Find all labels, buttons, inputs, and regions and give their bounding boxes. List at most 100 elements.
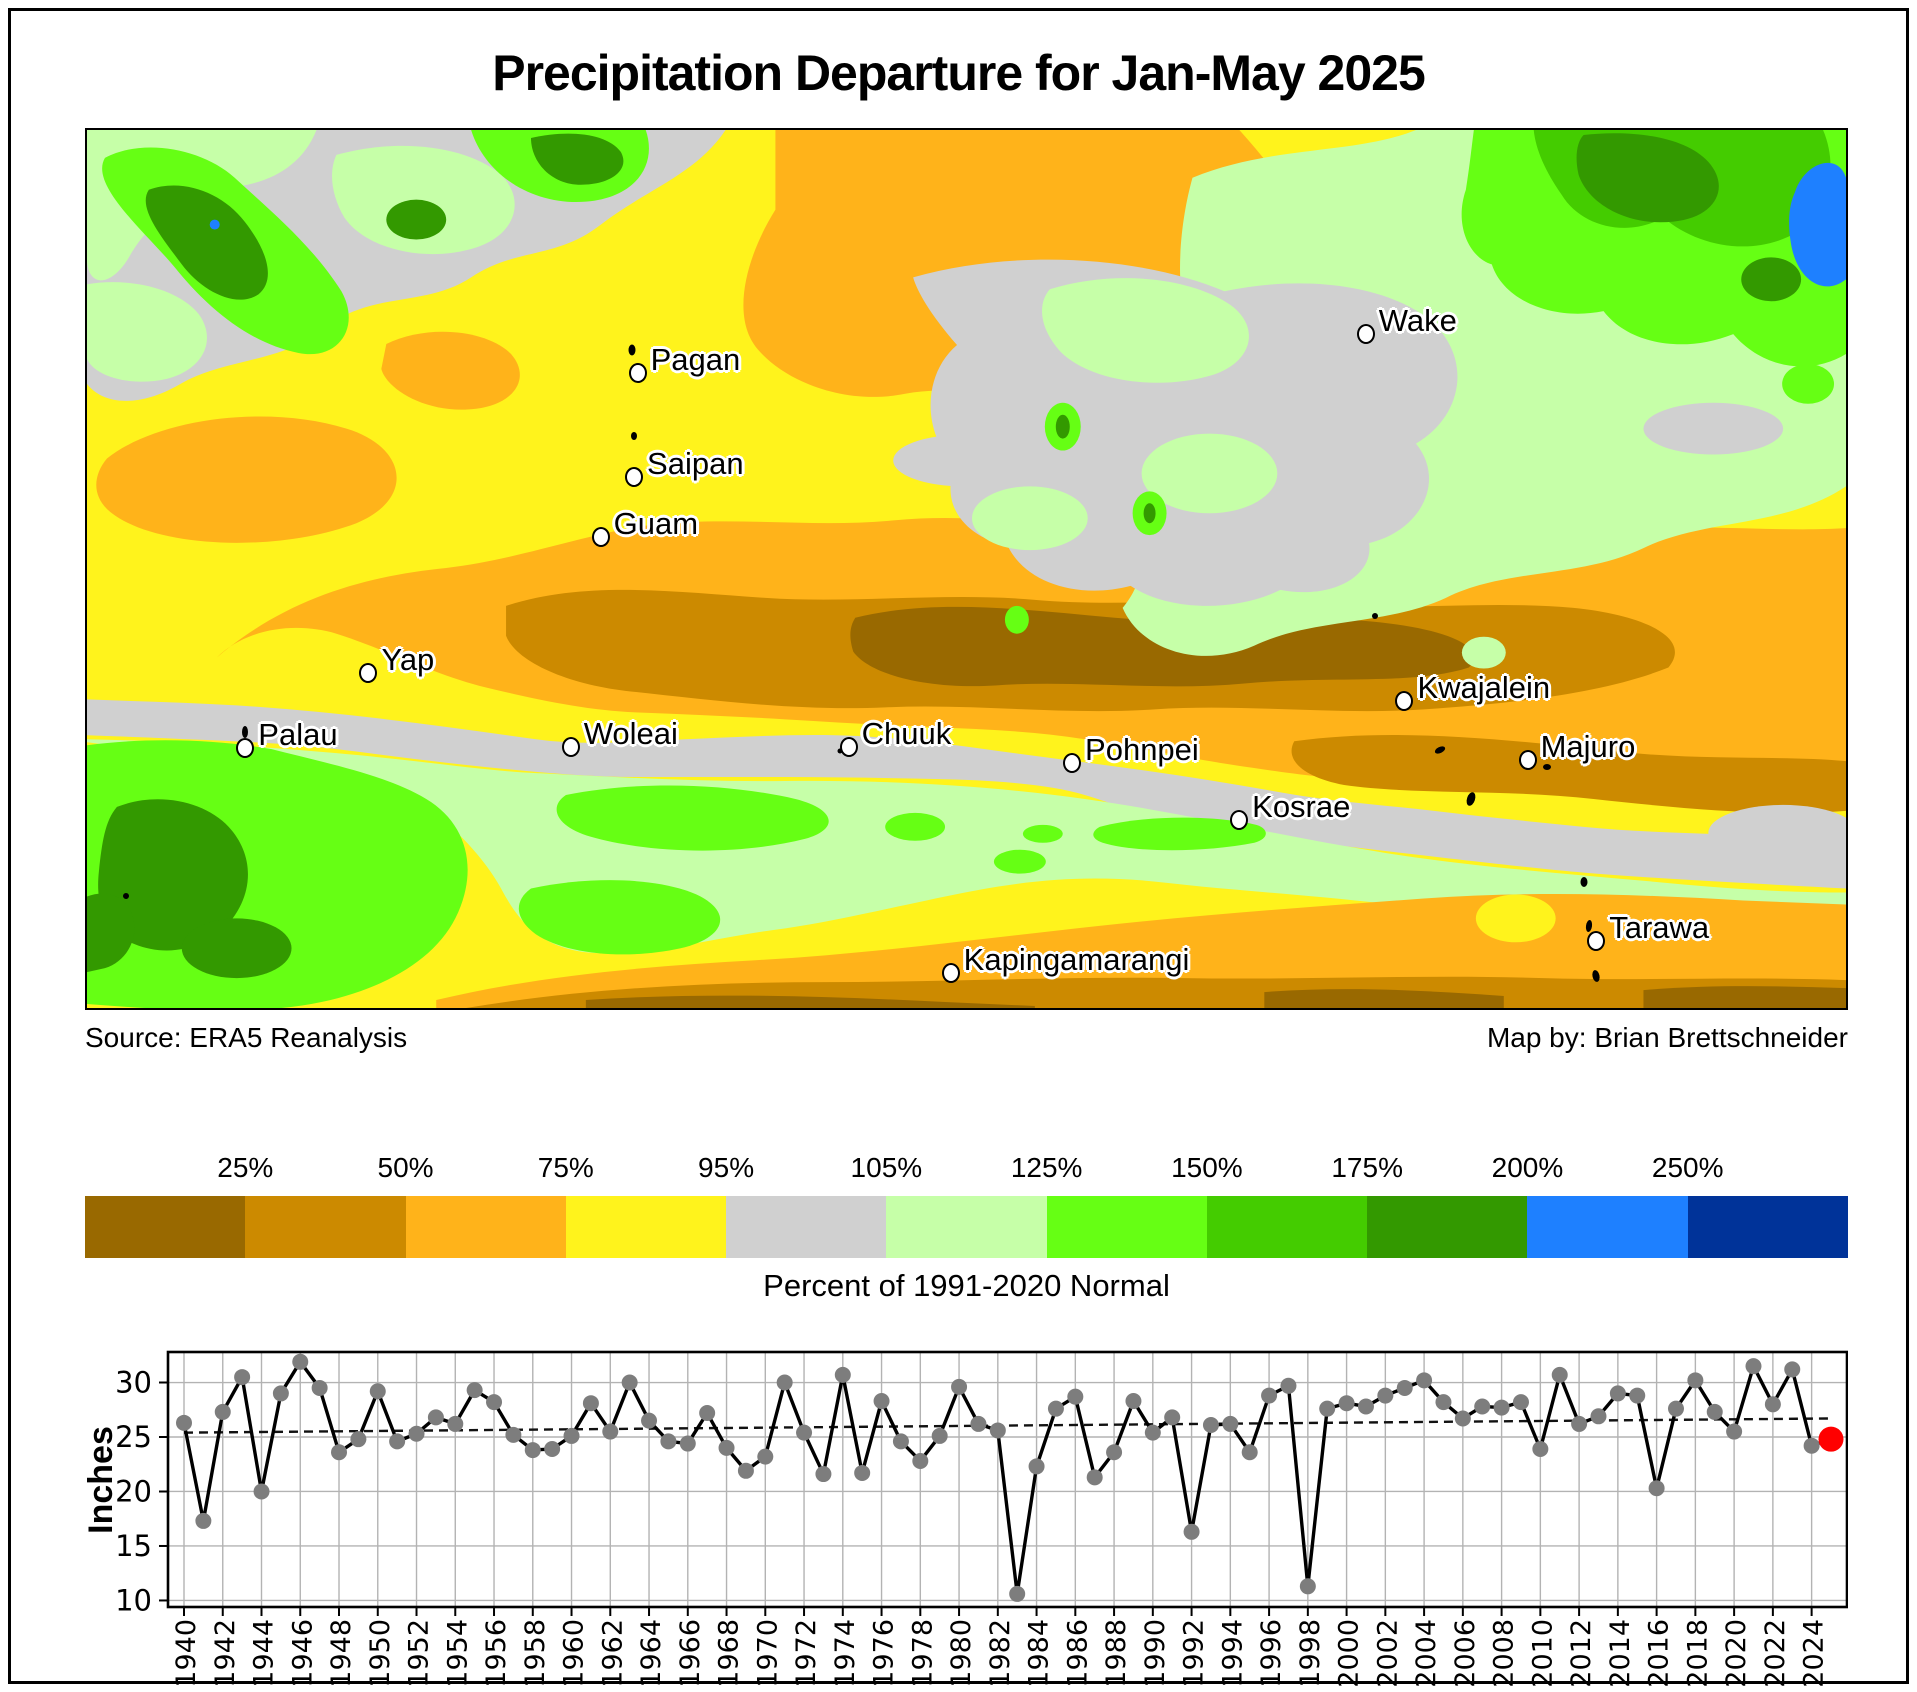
data-point bbox=[272, 1385, 289, 1402]
city-dot-icon bbox=[1063, 753, 1082, 774]
data-point bbox=[1726, 1423, 1743, 1440]
data-point bbox=[1396, 1379, 1413, 1396]
map-raster bbox=[87, 130, 1846, 1008]
x-tick-label: 2010 bbox=[1527, 1619, 1558, 1688]
islet-dot bbox=[631, 431, 638, 440]
city-label: Kapingamarangi bbox=[963, 941, 1190, 977]
x-tick-label: 2014 bbox=[1605, 1619, 1636, 1688]
data-point bbox=[1299, 1578, 1316, 1595]
data-point bbox=[331, 1444, 348, 1461]
x-tick-label: 1956 bbox=[481, 1619, 512, 1688]
y-tick-label: 25 bbox=[115, 1420, 152, 1454]
x-tick-label: 1978 bbox=[907, 1619, 938, 1688]
x-tick-label: 1992 bbox=[1179, 1619, 1210, 1688]
legend-tick-label: 25% bbox=[217, 1152, 274, 1183]
x-tick-label: 1954 bbox=[442, 1619, 473, 1688]
data-point bbox=[292, 1353, 309, 1370]
legend-boundary-labels: 25% 50% 75% 95% 105% 125% 150% 175% 200% 250% bbox=[85, 1152, 1848, 1190]
city-dot-icon bbox=[1395, 690, 1414, 711]
x-tick-label: 1986 bbox=[1062, 1619, 1093, 1688]
data-point-2025-red bbox=[1818, 1426, 1844, 1452]
x-tick-label: 2000 bbox=[1334, 1619, 1365, 1688]
x-tick-label: 1958 bbox=[520, 1619, 551, 1688]
city-dot-icon bbox=[236, 738, 255, 759]
data-point bbox=[699, 1405, 716, 1422]
x-tick-label: 1970 bbox=[752, 1619, 783, 1688]
data-point bbox=[757, 1448, 774, 1465]
city-dot-icon bbox=[628, 363, 647, 384]
data-point bbox=[466, 1382, 483, 1399]
precip-departure-map: Pagan Saipan Guam Wake Yap Palau Woleai Chuuk Po… bbox=[85, 128, 1848, 1010]
city-label: Yap bbox=[381, 641, 435, 677]
data-point bbox=[660, 1433, 677, 1450]
data-point bbox=[505, 1426, 522, 1443]
y-tick-label: 15 bbox=[115, 1529, 152, 1563]
data-point bbox=[1183, 1523, 1200, 1540]
city-dot-icon bbox=[591, 527, 610, 548]
data-point bbox=[427, 1409, 444, 1426]
data-point bbox=[970, 1415, 987, 1432]
x-tick-label: 1960 bbox=[559, 1619, 590, 1688]
data-point bbox=[1280, 1377, 1297, 1394]
data-point bbox=[892, 1433, 909, 1450]
data-point bbox=[176, 1414, 192, 1431]
data-point bbox=[214, 1403, 231, 1420]
data-point bbox=[1047, 1400, 1064, 1417]
legend-block-0 bbox=[85, 1196, 246, 1258]
x-tick-label: 1990 bbox=[1140, 1619, 1171, 1688]
data-point bbox=[796, 1424, 813, 1441]
islet-dot bbox=[1371, 612, 1378, 619]
data-point bbox=[1532, 1440, 1549, 1457]
legend-block-1 bbox=[245, 1196, 406, 1258]
y-tick-label: 30 bbox=[115, 1366, 152, 1400]
city-dot-icon bbox=[1587, 931, 1606, 952]
x-tick-label: 1976 bbox=[869, 1619, 900, 1688]
x-tick-label: 1940 bbox=[171, 1619, 202, 1688]
data-point bbox=[1745, 1358, 1762, 1375]
data-point bbox=[195, 1512, 212, 1529]
x-tick-label: 1974 bbox=[830, 1619, 861, 1688]
x-tick-label: 2022 bbox=[1760, 1619, 1791, 1688]
data-point bbox=[1164, 1409, 1181, 1426]
time-series-chart: Inches 1940 1942 1944 1946 1948 1950 1952 1954 1… bbox=[82, 1340, 1849, 1688]
data-point bbox=[1706, 1403, 1723, 1420]
data-point bbox=[1474, 1398, 1491, 1415]
data-point bbox=[718, 1439, 735, 1456]
legend-block-5 bbox=[886, 1196, 1047, 1258]
data-point bbox=[873, 1393, 890, 1410]
city-label: Chuuk bbox=[861, 716, 952, 752]
x-tick-label: 1972 bbox=[791, 1619, 822, 1688]
legend-block-2 bbox=[405, 1196, 566, 1258]
data-point bbox=[1106, 1444, 1123, 1461]
data-point bbox=[834, 1366, 851, 1383]
data-point bbox=[1784, 1361, 1801, 1378]
data-point bbox=[1357, 1398, 1374, 1415]
data-point bbox=[1493, 1399, 1510, 1416]
x-tick-label: 2020 bbox=[1721, 1619, 1752, 1688]
data-point bbox=[776, 1374, 793, 1391]
data-point bbox=[815, 1466, 832, 1483]
legend-tick-label: 125% bbox=[1010, 1152, 1083, 1183]
legend-caption: Percent of 1991-2020 Normal bbox=[763, 1268, 1170, 1303]
x-tick-label: 1984 bbox=[1024, 1619, 1055, 1688]
data-point bbox=[602, 1423, 619, 1440]
data-point bbox=[1687, 1372, 1704, 1389]
y-axis-label: Inches bbox=[81, 1426, 120, 1534]
x-tick-label: 1968 bbox=[714, 1619, 745, 1688]
y-tick-label: 20 bbox=[115, 1474, 152, 1508]
legend-block-3 bbox=[565, 1196, 727, 1258]
x-tick-label: 1998 bbox=[1295, 1619, 1326, 1688]
data-point bbox=[1125, 1393, 1142, 1410]
islet-dot bbox=[122, 893, 129, 900]
legend-block-9 bbox=[1527, 1196, 1688, 1258]
city-label: Wake bbox=[1378, 302, 1457, 338]
city-label: Woleai bbox=[583, 716, 678, 752]
data-point bbox=[931, 1427, 948, 1444]
data-point bbox=[641, 1412, 658, 1429]
city-dot-icon bbox=[1230, 810, 1249, 831]
data-point bbox=[1648, 1480, 1665, 1497]
legend-block-6 bbox=[1046, 1196, 1207, 1258]
legend-block-10 bbox=[1687, 1196, 1848, 1258]
legend-tick-label: 175% bbox=[1331, 1152, 1403, 1183]
